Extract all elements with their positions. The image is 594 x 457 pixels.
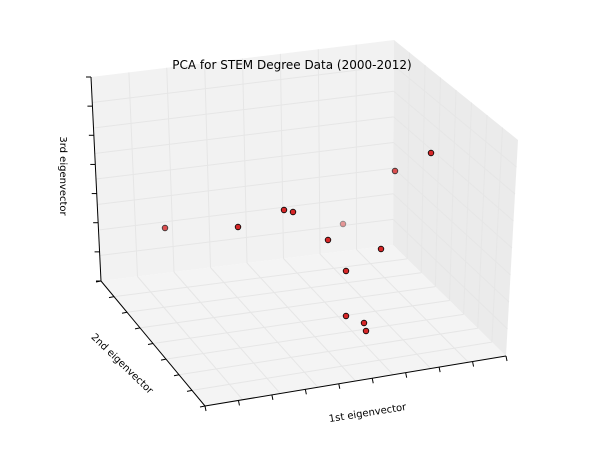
y-axis-tick xyxy=(134,327,141,330)
back-grid-h xyxy=(95,142,394,180)
x-axis-tick xyxy=(405,372,408,378)
y-axis-label: 2nd eigenvector xyxy=(89,332,156,397)
x-axis-tick xyxy=(338,383,341,389)
data-point xyxy=(342,267,350,275)
floor-grid-b xyxy=(165,313,464,360)
x-axis-tick xyxy=(237,400,240,406)
floor-grid-b xyxy=(178,327,478,376)
floor-grid-a xyxy=(283,258,394,376)
z-axis-line xyxy=(90,76,102,282)
x-axis-label: 1st eigenvector xyxy=(328,402,408,425)
data-point xyxy=(339,220,347,228)
data-point xyxy=(234,223,242,231)
data-point xyxy=(362,327,370,335)
x-axis-tick xyxy=(204,405,207,412)
side-grid-h xyxy=(393,142,513,249)
grid-lines xyxy=(92,44,517,401)
data-point xyxy=(427,149,435,157)
x-axis-tick xyxy=(472,361,475,367)
side-grid-v xyxy=(477,114,488,329)
y-axis-tick xyxy=(121,311,128,314)
scatter-points xyxy=(161,149,435,335)
x-axis-tick xyxy=(505,355,508,362)
x-axis-line xyxy=(204,355,507,407)
data-point xyxy=(324,236,332,244)
z-axis-label: 3rd eigenvector xyxy=(57,136,68,216)
floor-grid-b xyxy=(191,341,492,391)
y-axis-tick xyxy=(108,296,115,299)
y-axis-tick xyxy=(147,343,154,345)
axis-ticks xyxy=(86,76,508,412)
data-point xyxy=(360,319,368,327)
back-grid-v xyxy=(317,49,321,255)
back-grid-h xyxy=(99,218,394,256)
y-axis-tick xyxy=(95,280,102,283)
y-axis-tick xyxy=(173,374,180,377)
side-grid-v xyxy=(463,102,472,315)
chart-title: PCA for STEM Degree Data (2000-2012) xyxy=(172,58,411,72)
data-point xyxy=(289,208,297,216)
data-point xyxy=(391,167,399,175)
floor-grid-b xyxy=(152,300,450,344)
data-point xyxy=(161,224,169,232)
x-axis-tick xyxy=(371,378,374,384)
floor-grid-a xyxy=(319,253,432,369)
side-grid-h xyxy=(392,193,510,303)
x-axis-tick xyxy=(438,367,441,373)
x-axis-tick xyxy=(304,389,307,395)
side-grid-h xyxy=(392,219,508,330)
side-grid-v xyxy=(491,127,503,343)
y-axis-tick xyxy=(186,389,193,392)
y-axis-tick xyxy=(199,405,206,408)
data-point xyxy=(342,312,350,320)
floor-grid-a xyxy=(356,249,469,363)
data-point xyxy=(377,245,385,253)
data-point xyxy=(280,206,288,214)
back-grid-h xyxy=(98,193,394,231)
x-axis-tick xyxy=(271,394,274,400)
y-axis-tick xyxy=(160,358,167,361)
back-grid-v xyxy=(279,53,284,259)
side-grid-h xyxy=(393,167,511,276)
back-grid-h xyxy=(97,167,394,205)
